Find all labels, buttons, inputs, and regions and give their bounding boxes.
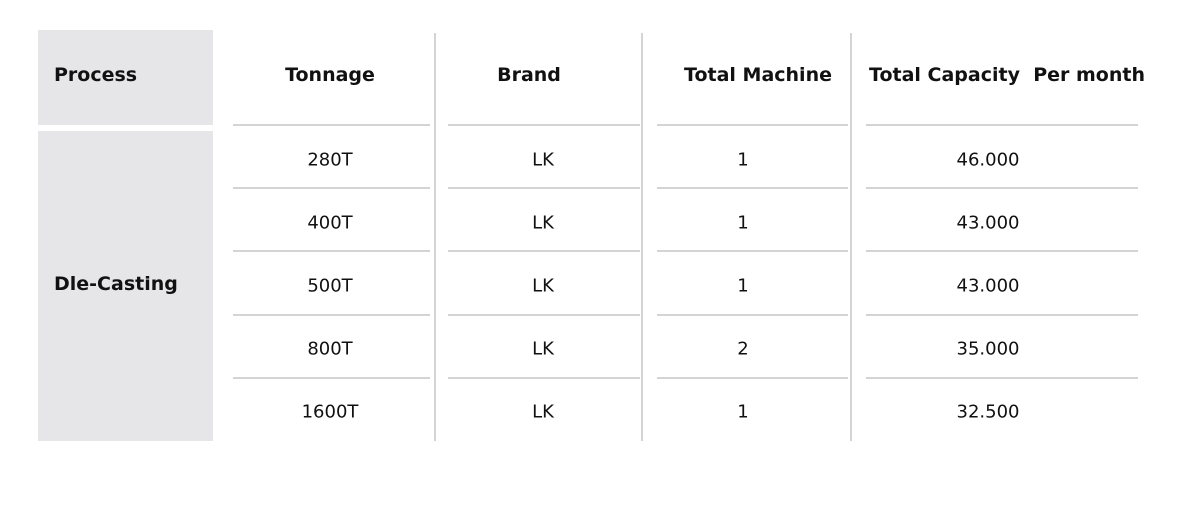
row-divider	[448, 124, 640, 126]
brand-cell: LK	[532, 149, 554, 171]
row-divider	[233, 187, 430, 189]
row-divider	[233, 314, 430, 316]
row-divider	[866, 250, 1138, 252]
process-header-cell	[38, 30, 213, 125]
row-divider	[233, 250, 430, 252]
row-divider	[657, 377, 848, 379]
capacity-cell: 35.000	[956, 338, 1020, 360]
machine-count-cell: 1	[737, 401, 749, 423]
tonnage-cell: 500T	[307, 275, 353, 297]
machine-count-cell: 1	[737, 212, 749, 234]
capacity-cell: 43.000	[956, 212, 1020, 234]
tonnage-cell: 280T	[307, 149, 353, 171]
capacity-cell: 43.000	[956, 275, 1020, 297]
row-divider	[866, 187, 1138, 189]
tonnage-cell: 1600T	[301, 401, 359, 423]
row-divider	[866, 124, 1138, 126]
header-brand: Brand	[497, 64, 561, 86]
row-divider	[866, 314, 1138, 316]
row-divider	[657, 187, 848, 189]
column-divider	[434, 33, 436, 441]
brand-cell: LK	[532, 275, 554, 297]
row-divider	[657, 124, 848, 126]
row-divider	[657, 314, 848, 316]
machine-count-cell: 1	[737, 275, 749, 297]
row-divider	[233, 124, 430, 126]
row-divider	[448, 377, 640, 379]
header-process: Process	[54, 64, 138, 86]
row-divider	[866, 377, 1138, 379]
header-total-machine: Total Machine	[684, 64, 832, 86]
machine-count-cell: 1	[737, 149, 749, 171]
column-divider	[641, 33, 643, 441]
row-divider	[657, 250, 848, 252]
column-divider	[850, 33, 852, 441]
row-divider	[448, 250, 640, 252]
row-divider	[448, 314, 640, 316]
header-tonnage: Tonnage	[285, 64, 375, 86]
process-body-cell	[38, 131, 213, 441]
header-total-capacity: Total Capacity Per month	[869, 64, 1145, 86]
tonnage-cell: 400T	[307, 212, 353, 234]
capacity-cell: 32.500	[956, 401, 1020, 423]
tonnage-cell: 800T	[307, 338, 353, 360]
capacity-cell: 46.000	[956, 149, 1020, 171]
machine-count-cell: 2	[737, 338, 749, 360]
row-divider	[233, 377, 430, 379]
process-label: Dle-Casting	[54, 273, 178, 295]
brand-cell: LK	[532, 401, 554, 423]
row-divider	[448, 187, 640, 189]
brand-cell: LK	[532, 338, 554, 360]
brand-cell: LK	[532, 212, 554, 234]
